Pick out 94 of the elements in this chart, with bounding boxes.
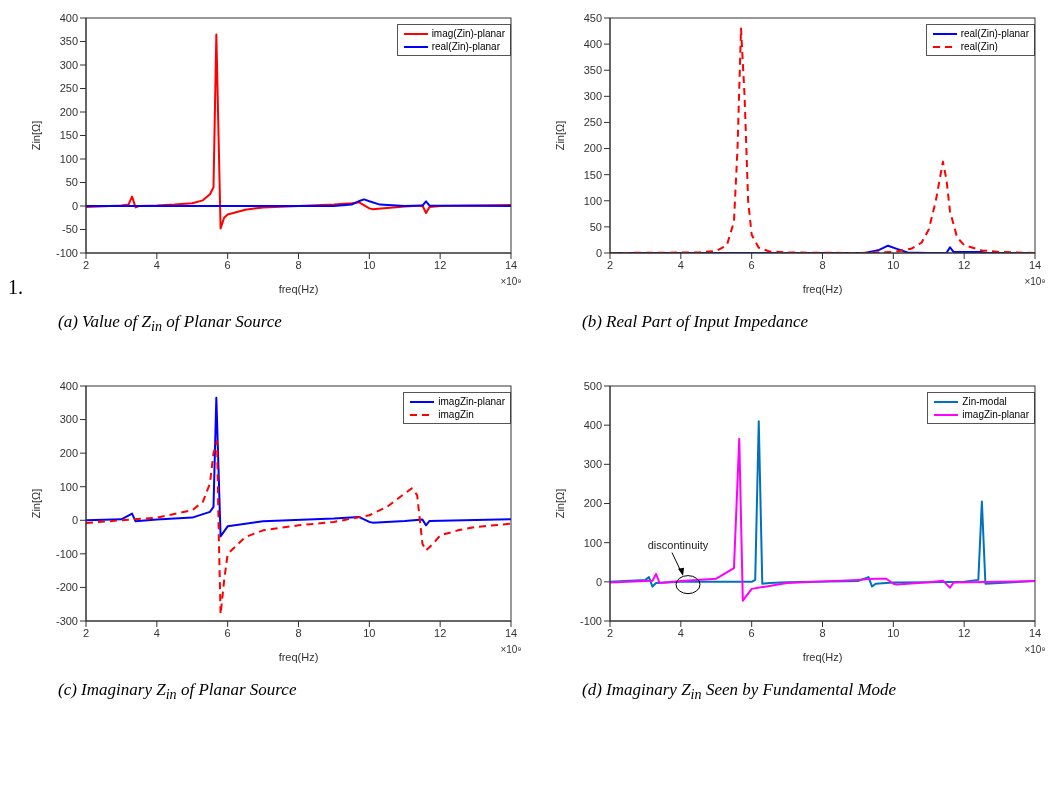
legend-label: real(Zin)-planar bbox=[960, 27, 1029, 40]
y-tick-label: 200 bbox=[59, 447, 78, 460]
text: (c) Imaginary Z$_{in}$ of Planar Source bbox=[58, 680, 298, 704]
x-tick-label: 8 bbox=[295, 626, 302, 639]
legend-label: Zin-modal bbox=[962, 395, 1007, 408]
y-tick-label: 0 bbox=[71, 199, 78, 212]
y-tick-label: 0 bbox=[595, 246, 602, 259]
text: (a) Value of Z$_{in}$ of Planar Source bbox=[58, 312, 283, 336]
x-tick-label: 4 bbox=[153, 626, 160, 639]
line-series bbox=[610, 437, 1035, 602]
x-tick-label: 8 bbox=[295, 258, 302, 271]
y-tick-label: 300 bbox=[59, 58, 78, 71]
x-tick-label: 14 bbox=[1028, 258, 1042, 271]
x-tick-label: 12 bbox=[958, 258, 971, 271]
y-tick-label: 300 bbox=[583, 90, 602, 103]
text: (b) Real Part of Input Impedance bbox=[582, 312, 810, 332]
y-tick-label: 100 bbox=[583, 194, 602, 207]
y-tick-label: 250 bbox=[583, 116, 602, 129]
y-tick-label: -100 bbox=[55, 547, 78, 560]
x-tick-label: 12 bbox=[434, 626, 447, 639]
y-tick-label: 150 bbox=[583, 168, 602, 181]
x-tick-label: 12 bbox=[958, 626, 971, 639]
x-tick-label: 2 bbox=[82, 626, 90, 639]
y-tick-label: 400 bbox=[59, 379, 78, 392]
y-tick-label: 450 bbox=[583, 11, 602, 24]
y-tick-label: 50 bbox=[589, 220, 602, 233]
line-series bbox=[86, 198, 511, 207]
x-axis-title: freq(Hz) bbox=[278, 283, 319, 295]
text: ×10⁹ bbox=[500, 644, 522, 655]
x-tick-label: 2 bbox=[606, 258, 614, 271]
x-axis-title: freq(Hz) bbox=[802, 283, 843, 295]
x-tick-label: 2 bbox=[606, 626, 614, 639]
x-tick-label: 6 bbox=[748, 258, 755, 271]
y-tick-label: -100 bbox=[579, 614, 602, 627]
text: (d) Imaginary Z$_{in}$ Seen by Fundamental Mode bbox=[582, 680, 898, 704]
legend-label: imagZin-planar bbox=[962, 408, 1029, 421]
y-tick-label: -50 bbox=[62, 223, 78, 236]
x-axis-title: freq(Hz) bbox=[278, 651, 319, 663]
y-tick-label: 500 bbox=[583, 379, 602, 392]
y-tick-label: 300 bbox=[583, 458, 602, 471]
legend-label: real(Zin)-planar bbox=[431, 40, 500, 53]
x-tick-label: 14 bbox=[504, 258, 518, 271]
y-axis-title: Zin[Ω] bbox=[553, 488, 566, 519]
legend-label: imagZin-planar bbox=[438, 395, 505, 408]
legend-label: imagZin bbox=[438, 408, 474, 421]
x-tick-label: 14 bbox=[504, 626, 518, 639]
x-tick-label: 2 bbox=[82, 258, 90, 271]
y-tick-label: 150 bbox=[59, 129, 78, 142]
y-tick-label: 250 bbox=[59, 82, 78, 95]
legend-label: real(Zin) bbox=[960, 40, 998, 53]
y-tick-label: -100 bbox=[55, 246, 78, 259]
line-series bbox=[86, 440, 511, 616]
y-axis-title: Zin[Ω] bbox=[553, 120, 566, 151]
x-tick-label: 6 bbox=[748, 626, 755, 639]
text: 1. bbox=[8, 276, 23, 299]
y-tick-label: 100 bbox=[59, 152, 78, 165]
y-tick-label: 0 bbox=[595, 575, 602, 588]
line-series bbox=[86, 396, 511, 538]
y-tick-label: 400 bbox=[59, 11, 78, 24]
y-tick-label: 100 bbox=[59, 480, 78, 493]
y-tick-label: 350 bbox=[59, 35, 78, 48]
y-axis-title: Zin[Ω] bbox=[29, 488, 42, 519]
y-tick-label: 400 bbox=[583, 38, 602, 51]
y-axis-title: Zin[Ω] bbox=[29, 120, 42, 151]
y-tick-label: 200 bbox=[583, 142, 602, 155]
y-tick-label: 350 bbox=[583, 64, 602, 77]
x-tick-label: 12 bbox=[434, 258, 447, 271]
x-tick-label: 4 bbox=[677, 258, 684, 271]
x-tick-label: 4 bbox=[677, 626, 684, 639]
y-tick-label: 100 bbox=[583, 536, 602, 549]
y-tick-label: 300 bbox=[59, 413, 78, 426]
legend-label: imag(Zin)-planar bbox=[431, 27, 505, 40]
x-tick-label: 6 bbox=[224, 626, 231, 639]
y-tick-label: 200 bbox=[583, 497, 602, 510]
y-tick-label: 50 bbox=[65, 176, 78, 189]
y-tick-label: 400 bbox=[583, 419, 602, 432]
x-axis-title: freq(Hz) bbox=[802, 651, 843, 663]
x-tick-label: 8 bbox=[819, 258, 826, 271]
x-tick-label: 14 bbox=[1028, 626, 1042, 639]
x-tick-label: 8 bbox=[819, 626, 826, 639]
x-tick-label: 10 bbox=[363, 258, 376, 271]
y-tick-label: -200 bbox=[55, 581, 78, 594]
text: ×10⁹ bbox=[1024, 276, 1046, 287]
x-tick-label: 10 bbox=[887, 258, 900, 271]
x-tick-label: 4 bbox=[153, 258, 160, 271]
y-tick-label: -300 bbox=[55, 614, 78, 627]
text: ×10⁹ bbox=[1024, 644, 1046, 655]
y-tick-label: 0 bbox=[71, 514, 78, 527]
x-tick-label: 6 bbox=[224, 258, 231, 271]
x-tick-label: 10 bbox=[887, 626, 900, 639]
x-tick-label: 10 bbox=[363, 626, 376, 639]
text: ×10⁹ bbox=[500, 276, 522, 287]
y-tick-label: 200 bbox=[59, 105, 78, 118]
annotation: discontinuity bbox=[647, 538, 709, 551]
